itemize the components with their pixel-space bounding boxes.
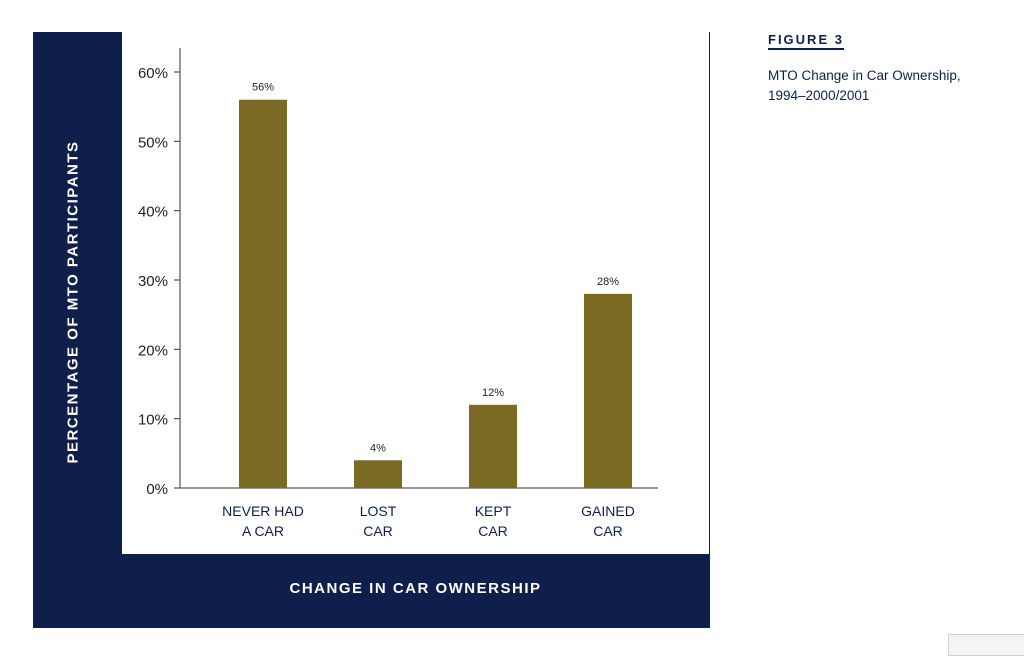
viewer-search-box[interactable] bbox=[948, 634, 1024, 656]
x-category-label: NEVER HAD bbox=[222, 503, 304, 519]
x-category-label: GAINED bbox=[581, 503, 635, 519]
x-category-label: LOST bbox=[360, 503, 397, 519]
bar bbox=[469, 404, 517, 488]
y-tick-label: 30% bbox=[138, 273, 168, 290]
figure-label: FIGURE 3 bbox=[768, 32, 844, 50]
y-tick-label: 60% bbox=[138, 65, 168, 82]
bar bbox=[354, 460, 402, 488]
y-tick-label: 0% bbox=[146, 481, 168, 498]
y-tick-label: 20% bbox=[138, 342, 168, 359]
bar-value-label: 28% bbox=[597, 276, 619, 288]
bar bbox=[239, 99, 287, 488]
figure-caption-line-1: MTO Change in Car Ownership, bbox=[768, 68, 961, 83]
x-category-label: KEPT bbox=[475, 503, 512, 519]
figure-caption: MTO Change in Car Ownership, 1994–2000/2… bbox=[768, 66, 998, 106]
x-category-label: A CAR bbox=[242, 523, 284, 539]
x-category-label: CAR bbox=[363, 523, 393, 539]
bar-value-label: 4% bbox=[370, 442, 386, 454]
y-tick-label: 40% bbox=[138, 204, 168, 221]
bar-value-label: 56% bbox=[252, 82, 274, 94]
x-axis-title: CHANGE IN CAR OWNERSHIP bbox=[289, 580, 542, 597]
x-category-label: CAR bbox=[478, 523, 508, 539]
bar-value-label: 12% bbox=[482, 387, 504, 399]
bar bbox=[584, 293, 632, 488]
x-category-label: CAR bbox=[593, 523, 623, 539]
figure-caption-line-2: 1994–2000/2001 bbox=[768, 88, 870, 103]
y-tick-label: 50% bbox=[138, 134, 168, 151]
y-tick-label: 10% bbox=[138, 412, 168, 429]
